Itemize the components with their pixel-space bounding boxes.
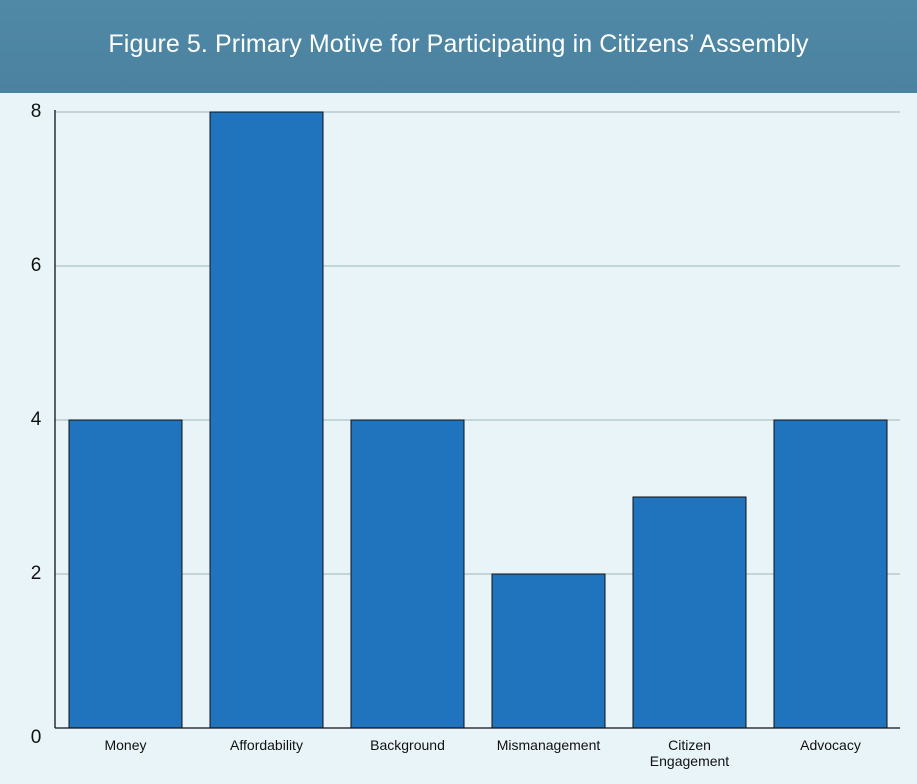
y-tick-label-6: 6: [31, 255, 42, 276]
y-tick-label-2: 2: [31, 563, 42, 584]
bar-affordability: [209, 111, 324, 729]
bar-money: [68, 419, 183, 729]
y-tick-label-0: 0: [31, 727, 42, 748]
bar-background: [350, 419, 465, 729]
bars: [68, 111, 888, 729]
bar-advocacy: [773, 419, 888, 729]
y-tick-label-8: 8: [31, 101, 42, 122]
x-axis-ticks: Money Affordability Background Mismanagemen…: [104, 737, 860, 769]
y-axis-ticks: 0 2 4 6 8: [31, 101, 42, 748]
gridlines: [55, 111, 900, 575]
x-tick-label-background: Background: [370, 737, 445, 753]
x-tick-label-affordability: Affordability: [230, 737, 303, 753]
chart-title: Figure 5. Primary Motive for Participati…: [108, 30, 809, 58]
bar-citizen-engagement: [632, 496, 747, 729]
x-tick-label-mismanagement: Mismanagement: [497, 737, 601, 753]
x-tick-label-money: Money: [104, 737, 146, 753]
y-tick-label-4: 4: [31, 409, 42, 430]
x-tick-label-advocacy: Advocacy: [800, 737, 861, 753]
chart-header: Figure 5. Primary Motive for Participati…: [0, 0, 917, 93]
bar-mismanagement: [491, 573, 606, 729]
axes: [54, 110, 900, 729]
x-tick-label-citizen-engagement: Citizen Engagement: [650, 737, 730, 769]
